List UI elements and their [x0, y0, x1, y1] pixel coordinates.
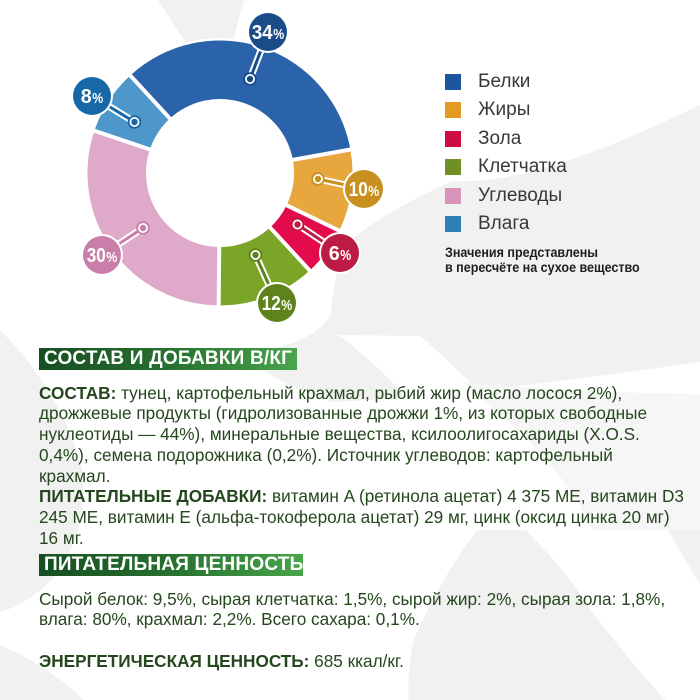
- svg-text:%: %: [273, 27, 284, 43]
- svg-text:34: 34: [252, 22, 274, 44]
- svg-text:12: 12: [262, 293, 281, 315]
- svg-text:%: %: [92, 91, 103, 107]
- svg-text:%: %: [281, 298, 292, 314]
- svg-text:%: %: [106, 250, 117, 266]
- svg-text:30: 30: [87, 245, 106, 267]
- svg-text:8: 8: [81, 86, 92, 108]
- svg-text:6: 6: [329, 243, 340, 265]
- svg-text:%: %: [340, 248, 351, 264]
- svg-text:%: %: [368, 184, 379, 200]
- svg-text:10: 10: [349, 179, 368, 201]
